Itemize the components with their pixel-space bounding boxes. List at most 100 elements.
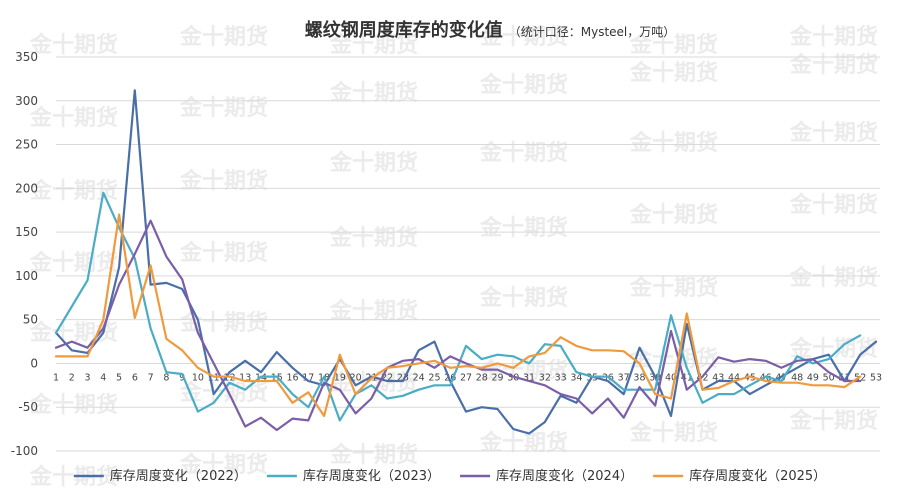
watermark-text: 金十期货 bbox=[789, 336, 878, 362]
watermark-text: 金十期货 bbox=[179, 168, 268, 194]
watermark-text: 金十期货 bbox=[329, 225, 418, 251]
x-tick-label: 10 bbox=[192, 372, 204, 383]
chart-subtitle: （统计口径：Mysteel，万吨） bbox=[509, 25, 676, 39]
x-tick-label: 9 bbox=[179, 372, 185, 383]
legend-label: 库存周度变化（2022） bbox=[110, 468, 247, 484]
watermark-text: 金十期货 bbox=[789, 265, 878, 291]
legend-label: 库存周度变化（2024） bbox=[496, 468, 633, 484]
series-line-1 bbox=[54, 89, 878, 435]
watermark-text: 金十期货 bbox=[789, 52, 878, 78]
series-lines bbox=[54, 89, 878, 435]
x-tick-label: 29 bbox=[491, 372, 503, 383]
x-tick-label: 38 bbox=[633, 372, 645, 383]
x-tick-label: 4 bbox=[100, 372, 106, 383]
watermark-text: 金十期货 bbox=[329, 150, 418, 176]
x-tick-label: 47 bbox=[775, 372, 787, 383]
x-tick-label: 40 bbox=[665, 372, 677, 383]
x-tick-label: 37 bbox=[618, 372, 630, 383]
legend-label: 库存周度变化（2023） bbox=[303, 468, 440, 484]
y-tick-label: 200 bbox=[15, 181, 38, 195]
watermark-text: 金十期货 bbox=[479, 140, 568, 166]
x-tick-label: 5 bbox=[116, 372, 122, 383]
y-tick-label: 350 bbox=[15, 50, 38, 64]
x-tick-label: 24 bbox=[413, 372, 425, 383]
x-tick-label: 45 bbox=[744, 372, 756, 383]
watermark-text: 金十期货 bbox=[629, 60, 718, 86]
x-tick-label: 43 bbox=[712, 372, 724, 383]
x-tick-label: 26 bbox=[444, 372, 456, 383]
watermark-text: 金十期货 bbox=[29, 392, 118, 418]
series-line-2 bbox=[54, 191, 862, 422]
legend-item-2: 库存周度变化（2023） bbox=[266, 468, 440, 484]
series-line-4 bbox=[54, 213, 862, 418]
y-tick-label: 300 bbox=[15, 94, 38, 108]
watermark-text: 金十期货 bbox=[179, 24, 268, 50]
x-tick-label: 16 bbox=[286, 372, 298, 383]
x-tick-label: 17 bbox=[302, 372, 314, 383]
watermark-text: 金十期货 bbox=[629, 130, 718, 156]
watermark-text: 金十期货 bbox=[479, 215, 568, 241]
y-tick-label: 0 bbox=[30, 356, 38, 370]
y-tick-label: -50 bbox=[18, 400, 38, 414]
x-tick-label: 32 bbox=[539, 372, 551, 383]
y-tick-label: -100 bbox=[11, 444, 38, 458]
watermark-text: 金十期货 bbox=[29, 105, 118, 131]
x-tick-label: 28 bbox=[476, 372, 488, 383]
x-tick-label: 6 bbox=[132, 372, 138, 383]
watermark-text: 金十期货 bbox=[179, 95, 268, 121]
y-tick-label: 150 bbox=[15, 225, 38, 239]
watermark-text: 金十期货 bbox=[629, 32, 718, 58]
x-tick-label: 19 bbox=[334, 372, 346, 383]
watermark-text: 金十期货 bbox=[29, 178, 118, 204]
x-tick-label: 46 bbox=[760, 372, 772, 383]
legend-item-4: 库存周度变化（2025） bbox=[653, 468, 826, 484]
x-tick-label: 20 bbox=[350, 372, 362, 383]
watermark-text: 金十期货 bbox=[329, 442, 418, 468]
legend-item-3: 库存周度变化（2024） bbox=[460, 468, 633, 484]
x-tick-label: 2 bbox=[69, 372, 75, 383]
x-tick-label: 44 bbox=[728, 372, 740, 383]
x-tick-label: 3 bbox=[85, 372, 91, 383]
x-tick-label: 48 bbox=[791, 372, 803, 383]
x-tick-label: 12 bbox=[223, 372, 235, 383]
watermark-text: 金十期货 bbox=[789, 408, 878, 434]
x-tick-label: 34 bbox=[570, 372, 582, 383]
x-tick-label: 53 bbox=[870, 372, 882, 383]
watermark-text: 金十期货 bbox=[479, 430, 568, 456]
chart-title: 螺纹钢周度库存的变化值 bbox=[305, 19, 503, 41]
watermark-text: 金十期货 bbox=[179, 240, 268, 266]
series-line-3 bbox=[54, 219, 862, 432]
watermark-text: 金十期货 bbox=[479, 24, 568, 50]
x-tick-label: 50 bbox=[823, 372, 835, 383]
x-tick-label: 27 bbox=[460, 372, 472, 383]
watermark-text: 金十期货 bbox=[329, 32, 418, 58]
watermark-text: 金十期货 bbox=[329, 370, 418, 396]
x-tick-label: 23 bbox=[397, 372, 409, 383]
x-tick-label: 7 bbox=[148, 372, 154, 383]
x-tick-label: 31 bbox=[523, 372, 535, 383]
watermark-text: 金十期货 bbox=[179, 452, 268, 478]
y-axis-ticks: -100 -50 0 50 100 150 200 250 300 350 bbox=[11, 50, 38, 458]
x-tick-label: 25 bbox=[428, 372, 440, 383]
x-tick-label: 22 bbox=[381, 372, 393, 383]
watermark-text: 金十期货 bbox=[789, 24, 878, 50]
watermark-text: 金十期货 bbox=[29, 464, 118, 490]
y-tick-label: 50 bbox=[23, 313, 38, 327]
x-tick-label: 11 bbox=[208, 372, 220, 383]
x-tick-label: 1 bbox=[53, 372, 59, 383]
watermark-text: 金十期货 bbox=[329, 80, 418, 106]
watermark-text: 金十期货 bbox=[629, 202, 718, 228]
watermark-text: 金十期货 bbox=[789, 192, 878, 218]
watermark-text: 金十期货 bbox=[789, 120, 878, 146]
watermark-text: 金十期货 bbox=[629, 275, 718, 301]
watermark-text: 金十期货 bbox=[29, 32, 118, 58]
x-tick-label: 49 bbox=[807, 372, 819, 383]
y-tick-label: 100 bbox=[15, 269, 38, 283]
legend-label: 库存周度变化（2025） bbox=[689, 468, 826, 484]
legend: 库存周度变化（2022） 库存周度变化（2023） 库存周度变化（2024） 库存周度… bbox=[73, 468, 826, 484]
x-tick-label: 8 bbox=[163, 372, 169, 383]
watermark-text: 金十期货 bbox=[629, 346, 718, 372]
legend-item-1: 库存周度变化（2022） bbox=[73, 468, 247, 484]
watermark-text: 金十期货 bbox=[479, 72, 568, 98]
